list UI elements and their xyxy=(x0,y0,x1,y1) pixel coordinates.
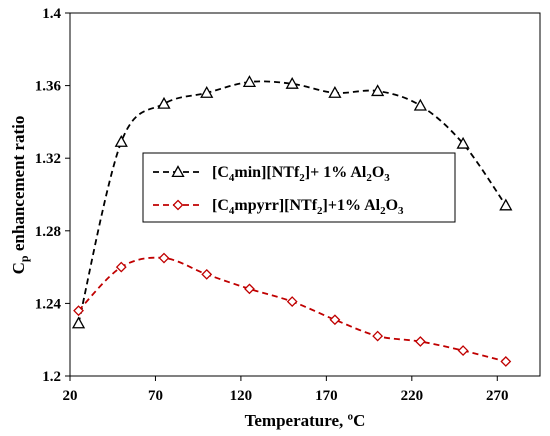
x-tick-label: 20 xyxy=(63,388,78,404)
data-point xyxy=(328,86,342,98)
data-point xyxy=(244,283,255,295)
data-point xyxy=(457,345,469,357)
y-tick-label: 1.4 xyxy=(42,6,61,22)
data-point xyxy=(114,135,128,147)
x-tick-label: 270 xyxy=(486,388,509,404)
legend-marker xyxy=(171,165,185,178)
data-point xyxy=(329,314,341,326)
legend-item-2: [C4mpyrr][NTf2]+1% Al2O3 xyxy=(153,197,404,217)
data-point xyxy=(201,268,213,280)
data-point xyxy=(285,76,299,89)
y-axis: 1.2 1.24 1.28 1.32 1.36 1.4 xyxy=(35,6,70,385)
series-line xyxy=(77,256,507,363)
y-tick-label: 1.24 xyxy=(35,296,62,312)
data-point xyxy=(242,75,257,88)
data-point xyxy=(414,336,426,347)
y-tick-label: 1.28 xyxy=(35,224,61,240)
legend: [C4min][NTf2]+ 1% Al2O3 [C4mpyrr][NTf2]+1… xyxy=(142,152,456,223)
y-tick-label: 1.2 xyxy=(42,369,61,385)
data-point xyxy=(157,96,171,109)
data-point xyxy=(371,84,385,97)
data-point xyxy=(115,261,127,273)
data-point xyxy=(456,136,470,149)
legend-label: [C4min][NTf2]+ 1% Al2O3 xyxy=(212,164,390,184)
x-tick-label: 70 xyxy=(148,388,163,404)
data-point xyxy=(413,98,427,111)
series-2 xyxy=(73,252,512,367)
x-axis-label: Temperature, ºC xyxy=(245,411,366,430)
series-layer xyxy=(71,75,513,367)
legend-box xyxy=(142,152,456,223)
data-point xyxy=(73,305,84,317)
data-point xyxy=(286,296,298,308)
x-tick-label: 120 xyxy=(230,388,253,404)
data-point xyxy=(500,356,512,367)
data-point xyxy=(372,330,384,342)
legend-label: [C4mpyrr][NTf2]+1% Al2O3 xyxy=(212,197,404,217)
data-point xyxy=(499,198,513,211)
series-1 xyxy=(71,75,513,329)
data-point xyxy=(200,86,214,98)
series-line xyxy=(77,80,507,324)
x-tick-label: 170 xyxy=(315,388,338,404)
legend-marker xyxy=(172,199,184,211)
plot-frame xyxy=(69,12,541,377)
data-point xyxy=(158,252,170,264)
y-tick-label: 1.36 xyxy=(35,79,62,95)
data-point xyxy=(71,316,86,329)
y-tick-label: 1.32 xyxy=(35,151,61,167)
x-tick-label: 220 xyxy=(401,388,424,404)
y-axis-label: Cp enhancement ratio xyxy=(9,116,31,275)
legend-item-1: [C4min][NTf2]+ 1% Al2O3 xyxy=(153,164,390,184)
x-axis: 20 70 120 170 220 270 xyxy=(63,376,509,404)
